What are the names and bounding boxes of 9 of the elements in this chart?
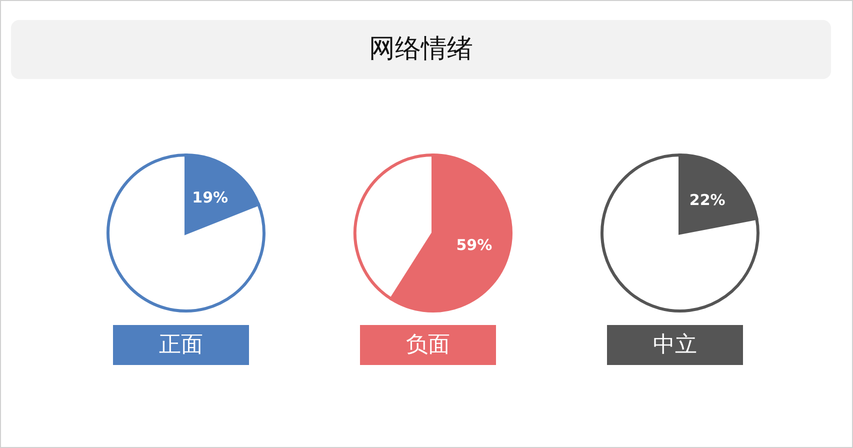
pie-slice xyxy=(600,154,759,312)
text: 中立 xyxy=(652,332,696,358)
text: 正面 xyxy=(158,332,202,358)
data-label: 22% xyxy=(688,190,725,209)
text: 网络情绪 xyxy=(369,34,473,64)
text: 负面 xyxy=(406,332,450,358)
pie-slice xyxy=(106,154,265,312)
data-label: 59% xyxy=(456,236,492,254)
data-label: 19% xyxy=(192,188,228,207)
